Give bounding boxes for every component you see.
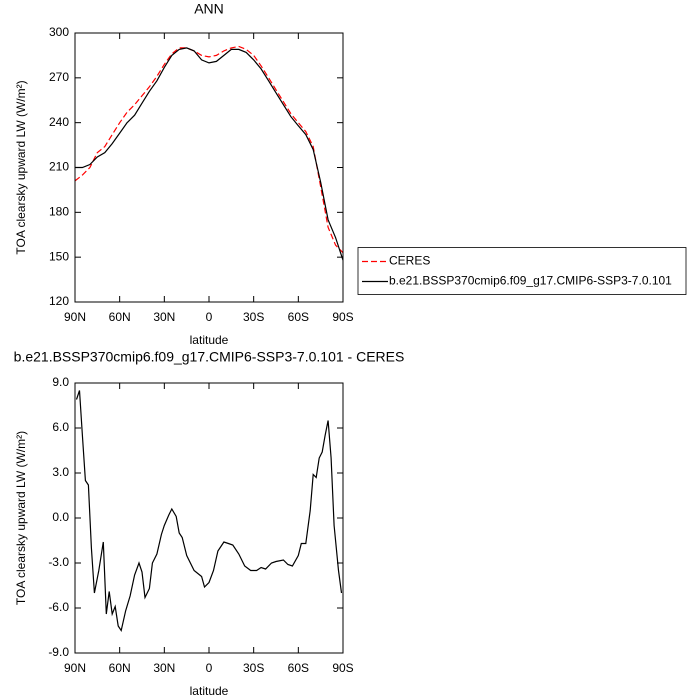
y-tick-label: -3.0 — [48, 555, 69, 569]
x-tick-label: 90S — [332, 310, 353, 324]
x-tick-label: 30N — [153, 661, 175, 675]
x-tick-label: 90N — [64, 661, 86, 675]
chart-title: ANN — [194, 1, 224, 17]
y-tick-label: 270 — [49, 70, 69, 84]
x-tick-label: 60S — [288, 310, 309, 324]
x-tick-label: 60N — [109, 661, 131, 675]
y-tick-label: 3.0 — [52, 465, 69, 479]
x-tick-label: 30S — [243, 661, 264, 675]
y-tick-label: -9.0 — [48, 645, 69, 659]
y-tick-label: 120 — [49, 294, 69, 308]
y-axis-label: TOA clearsky upward LW (W/m²) — [14, 80, 28, 254]
x-tick-label: 60S — [288, 661, 309, 675]
x-axis-label: latitude — [190, 684, 229, 698]
y-tick-label: -6.0 — [48, 600, 69, 614]
chart-title: b.e21.BSSP370cmip6.f09_g17.CMIP6-SSP3-7.… — [14, 349, 405, 365]
x-tick-label: 0 — [206, 661, 213, 675]
legend-label: CERES — [389, 254, 430, 268]
y-tick-label: 210 — [49, 160, 69, 174]
y-tick-label: 6.0 — [52, 420, 69, 434]
y-axis-label: TOA clearsky upward LW (W/m²) — [14, 431, 28, 605]
legend-label: b.e21.BSSP370cmip6.f09_g17.CMIP6-SSP3-7.… — [389, 274, 672, 288]
x-tick-label: 30S — [243, 310, 264, 324]
y-tick-label: 9.0 — [52, 375, 69, 389]
x-tick-label: 0 — [206, 310, 213, 324]
x-tick-label: 90N — [64, 310, 86, 324]
y-tick-label: 0.0 — [52, 510, 69, 524]
x-tick-label: 90S — [332, 661, 353, 675]
data-line — [75, 390, 343, 632]
data-line — [74, 45, 344, 254]
y-tick-label: 240 — [49, 115, 69, 129]
y-tick-label: 180 — [49, 205, 69, 219]
x-tick-label: 30N — [153, 310, 175, 324]
plot-frame — [74, 382, 344, 654]
y-tick-label: 150 — [49, 249, 69, 263]
x-axis-label: latitude — [190, 333, 229, 347]
data-line — [75, 47, 344, 261]
x-tick-label: 60N — [109, 310, 131, 324]
plot-frame — [74, 32, 344, 303]
legend-box — [357, 247, 687, 295]
y-tick-label: 300 — [49, 25, 69, 39]
